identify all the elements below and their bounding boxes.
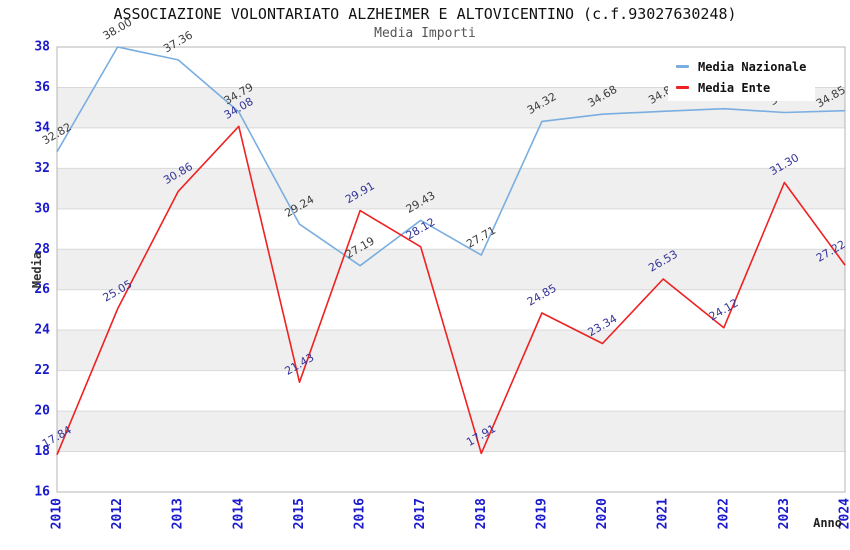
y-tick-label: 18 (34, 444, 50, 459)
y-tick-label: 36 (34, 80, 50, 95)
series-line-media-ente (56, 125, 846, 456)
legend-line-swatch-icon (676, 65, 689, 68)
legend-label-media-nazionale: Media Nazionale (698, 59, 807, 74)
data-label: 28.12 (404, 215, 438, 242)
grid-band (57, 168, 845, 209)
data-label: 27.71 (464, 224, 498, 251)
x-tick-label: 2017 (413, 498, 428, 529)
y-tick-label: 20 (34, 404, 50, 419)
x-tick-label: 2024 (838, 498, 850, 529)
x-tick-label: 2013 (171, 498, 186, 529)
x-tick-label: 2010 (50, 498, 65, 529)
x-tick-label: 2022 (716, 498, 731, 529)
x-tick-label: 2018 (474, 498, 489, 529)
x-tick-label: 2015 (292, 498, 307, 529)
plot-frame (56, 46, 846, 493)
series-line-media-nazionale (56, 46, 846, 267)
data-label: 24.12 (707, 296, 741, 323)
y-tick-label: 28 (34, 242, 50, 257)
y-tick-label: 34 (34, 120, 50, 135)
x-tick-label: 2021 (656, 498, 671, 529)
x-tick-label: 2023 (777, 498, 792, 529)
x-tick-label: 2019 (534, 498, 549, 529)
y-axis-title: Media (30, 251, 44, 289)
grid-band (57, 411, 845, 452)
y-tick-label: 24 (34, 323, 50, 338)
y-tick-label: 26 (34, 282, 50, 297)
x-tick-label: 2020 (595, 498, 610, 529)
y-tick-label: 30 (34, 201, 50, 216)
y-tick-label: 38 (34, 40, 50, 55)
legend-label-media-ente: Media Ente (698, 80, 771, 95)
y-tick-label: 22 (34, 363, 50, 378)
y-tick-label: 16 (34, 485, 50, 500)
chart-title: ASSOCIAZIONE VOLONTARIATO ALZHEIMER E AL… (113, 5, 737, 23)
legend-item-media-nazionale: Media Nazionale (668, 60, 815, 74)
legend-line-swatch-icon (676, 86, 689, 89)
legend: Media Nazionale Media Ente (668, 53, 815, 101)
legend-item-media-ente: Media Ente (668, 81, 815, 95)
y-tick-label: 32 (34, 161, 50, 176)
x-tick-label: 2014 (231, 498, 246, 529)
x-tick-label: 2012 (110, 498, 125, 529)
x-axis-title: Anno (813, 516, 842, 530)
grid-band (57, 249, 845, 290)
x-tick-label: 2016 (353, 498, 368, 529)
chart-subtitle: Media Importi (374, 26, 476, 41)
